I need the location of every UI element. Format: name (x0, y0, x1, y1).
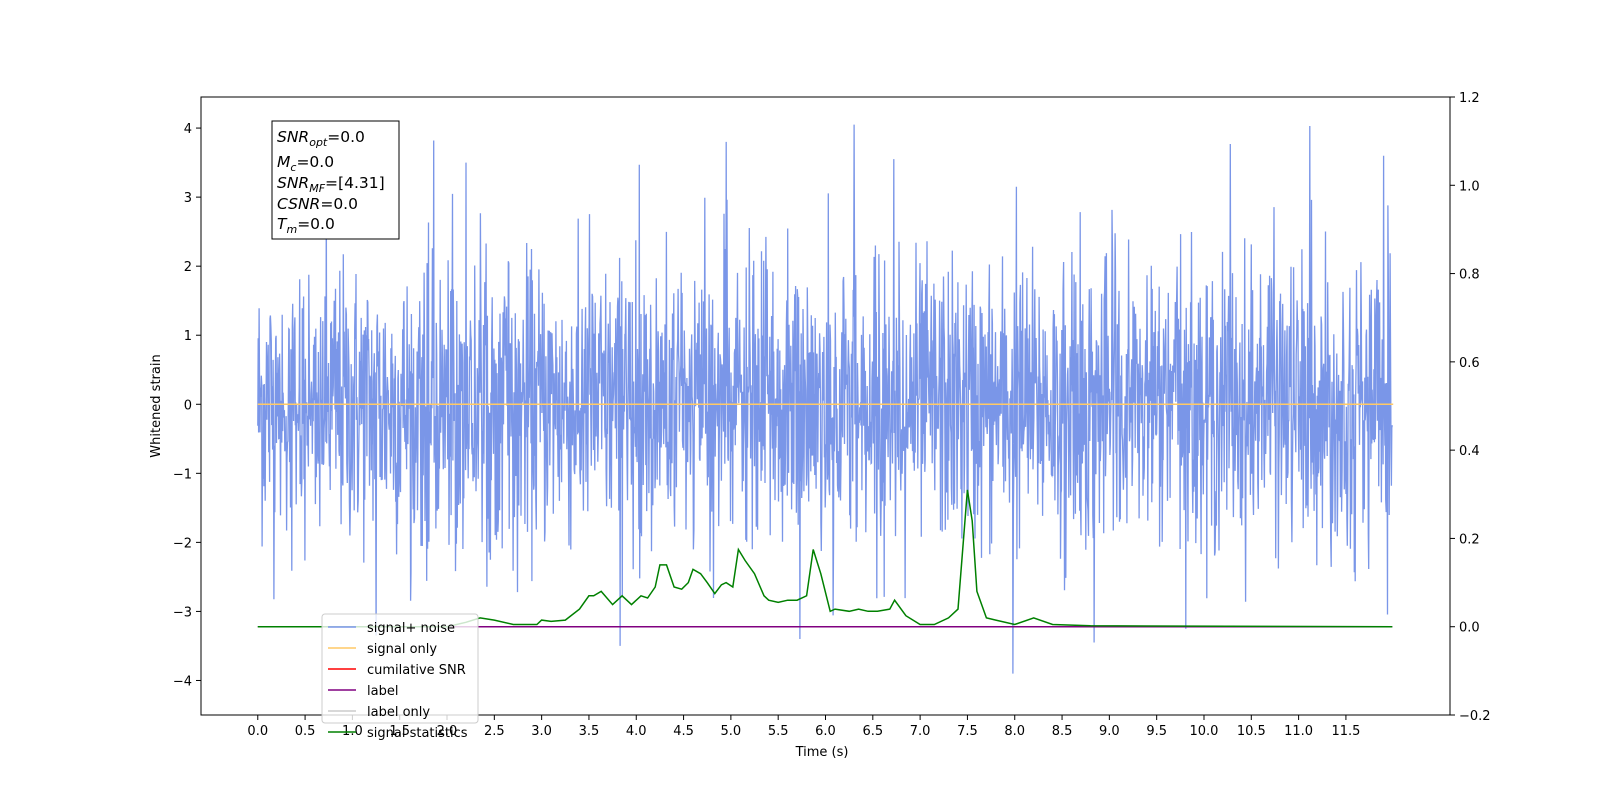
y-tick-label: −2 (173, 536, 192, 551)
legend: signal+ noise signal only cumilative SNR la… (321, 613, 479, 741)
x-tick-label: 7.5 (957, 724, 978, 739)
y2-tick-label: 0.2 (1459, 532, 1480, 547)
y2-tick-label: 1.0 (1459, 179, 1480, 194)
x-tick-label: 8.0 (1004, 724, 1025, 739)
x-tick-label: 10.5 (1237, 724, 1266, 739)
legend-label: cumilative SNR (367, 663, 466, 678)
legend-label: label (367, 684, 398, 699)
info-tm: Tm=0.0 (277, 215, 335, 236)
legend-label: signal+ noise (367, 621, 455, 636)
y-tick-label: 3 (184, 191, 192, 206)
y-tick-label: −4 (173, 674, 192, 689)
y2-tick-label: 1.2 (1459, 91, 1480, 106)
info-box-frame (271, 120, 400, 240)
x-tick-label: 4.5 (673, 724, 694, 739)
legend-label: signal statistics (367, 726, 468, 741)
x-tick-label: 2.5 (484, 724, 505, 739)
x-tick-label: 11.0 (1284, 724, 1313, 739)
x-tick-label: 4.0 (626, 724, 647, 739)
x-tick-label: 8.5 (1052, 724, 1073, 739)
x-tick-label: 6.5 (862, 724, 883, 739)
y-tick-label: 1 (184, 329, 192, 344)
y-tick-label: 2 (184, 260, 192, 275)
x-tick-label: 11.5 (1331, 724, 1360, 739)
x-tick-label: 7.0 (910, 724, 931, 739)
x-axis-ticks: 0.0 0.5 1.0 1.5 2.0 2.5 3.0 3.5 4.0 4.5 5.0 5.5 6.0 6… (247, 715, 1360, 739)
x-tick-label: 2.0 (437, 724, 458, 739)
legend-label: label only (367, 705, 430, 720)
y2-tick-label: 0.8 (1459, 268, 1480, 283)
series-signal-statistics-line (257, 489, 1393, 628)
x-tick-label: 3.0 (531, 724, 552, 739)
series-signal-noise-line (257, 124, 1393, 674)
y2-axis-ticks: 1.2 1.0 0.8 0.6 0.4 0.2 0.0 −0.2 (1450, 91, 1491, 724)
x-axis-label: Time (s) (795, 745, 849, 760)
y-axis-ticks: 4 3 2 1 0 −1 −2 −3 −4 (173, 122, 201, 689)
x-tick-label: 10.0 (1190, 724, 1219, 739)
y2-tick-label: 0.0 (1459, 621, 1480, 636)
info-snr-mf: SNRMF=[4.31] (277, 174, 385, 195)
x-tick-label: 1.5 (389, 724, 410, 739)
y2-tick-label: 0.4 (1459, 444, 1480, 459)
legend-label: signal only (367, 642, 437, 657)
x-tick-label: 5.5 (768, 724, 789, 739)
info-snr-opt: SNRopt=0.0 (277, 128, 365, 149)
y2-tick-label: −0.2 (1459, 709, 1491, 724)
info-csnr: CSNR=0.0 (277, 195, 358, 213)
x-tick-label: 0.0 (247, 724, 268, 739)
y-tick-label: −1 (173, 467, 192, 482)
x-tick-label: 3.5 (579, 724, 600, 739)
y2-tick-label: 0.6 (1459, 356, 1480, 371)
y-tick-label: 4 (184, 122, 192, 137)
info-box: SNRopt=0.0 Mc=0.0 SNRMF=[4.31] CSNR=0.0 … (271, 120, 400, 240)
y-tick-label: 0 (184, 398, 192, 413)
legend-frame (321, 613, 479, 724)
x-tick-label: 9.5 (1146, 724, 1167, 739)
x-tick-label: 9.0 (1099, 724, 1120, 739)
y-axis-label: Whitened strain (149, 354, 164, 457)
y-tick-label: −3 (173, 605, 192, 620)
x-tick-label: 0.5 (295, 724, 316, 739)
x-tick-label: 5.0 (721, 724, 742, 739)
x-tick-label: 6.0 (815, 724, 836, 739)
plot-area (257, 124, 1394, 674)
info-mc: Mc=0.0 (277, 153, 334, 174)
